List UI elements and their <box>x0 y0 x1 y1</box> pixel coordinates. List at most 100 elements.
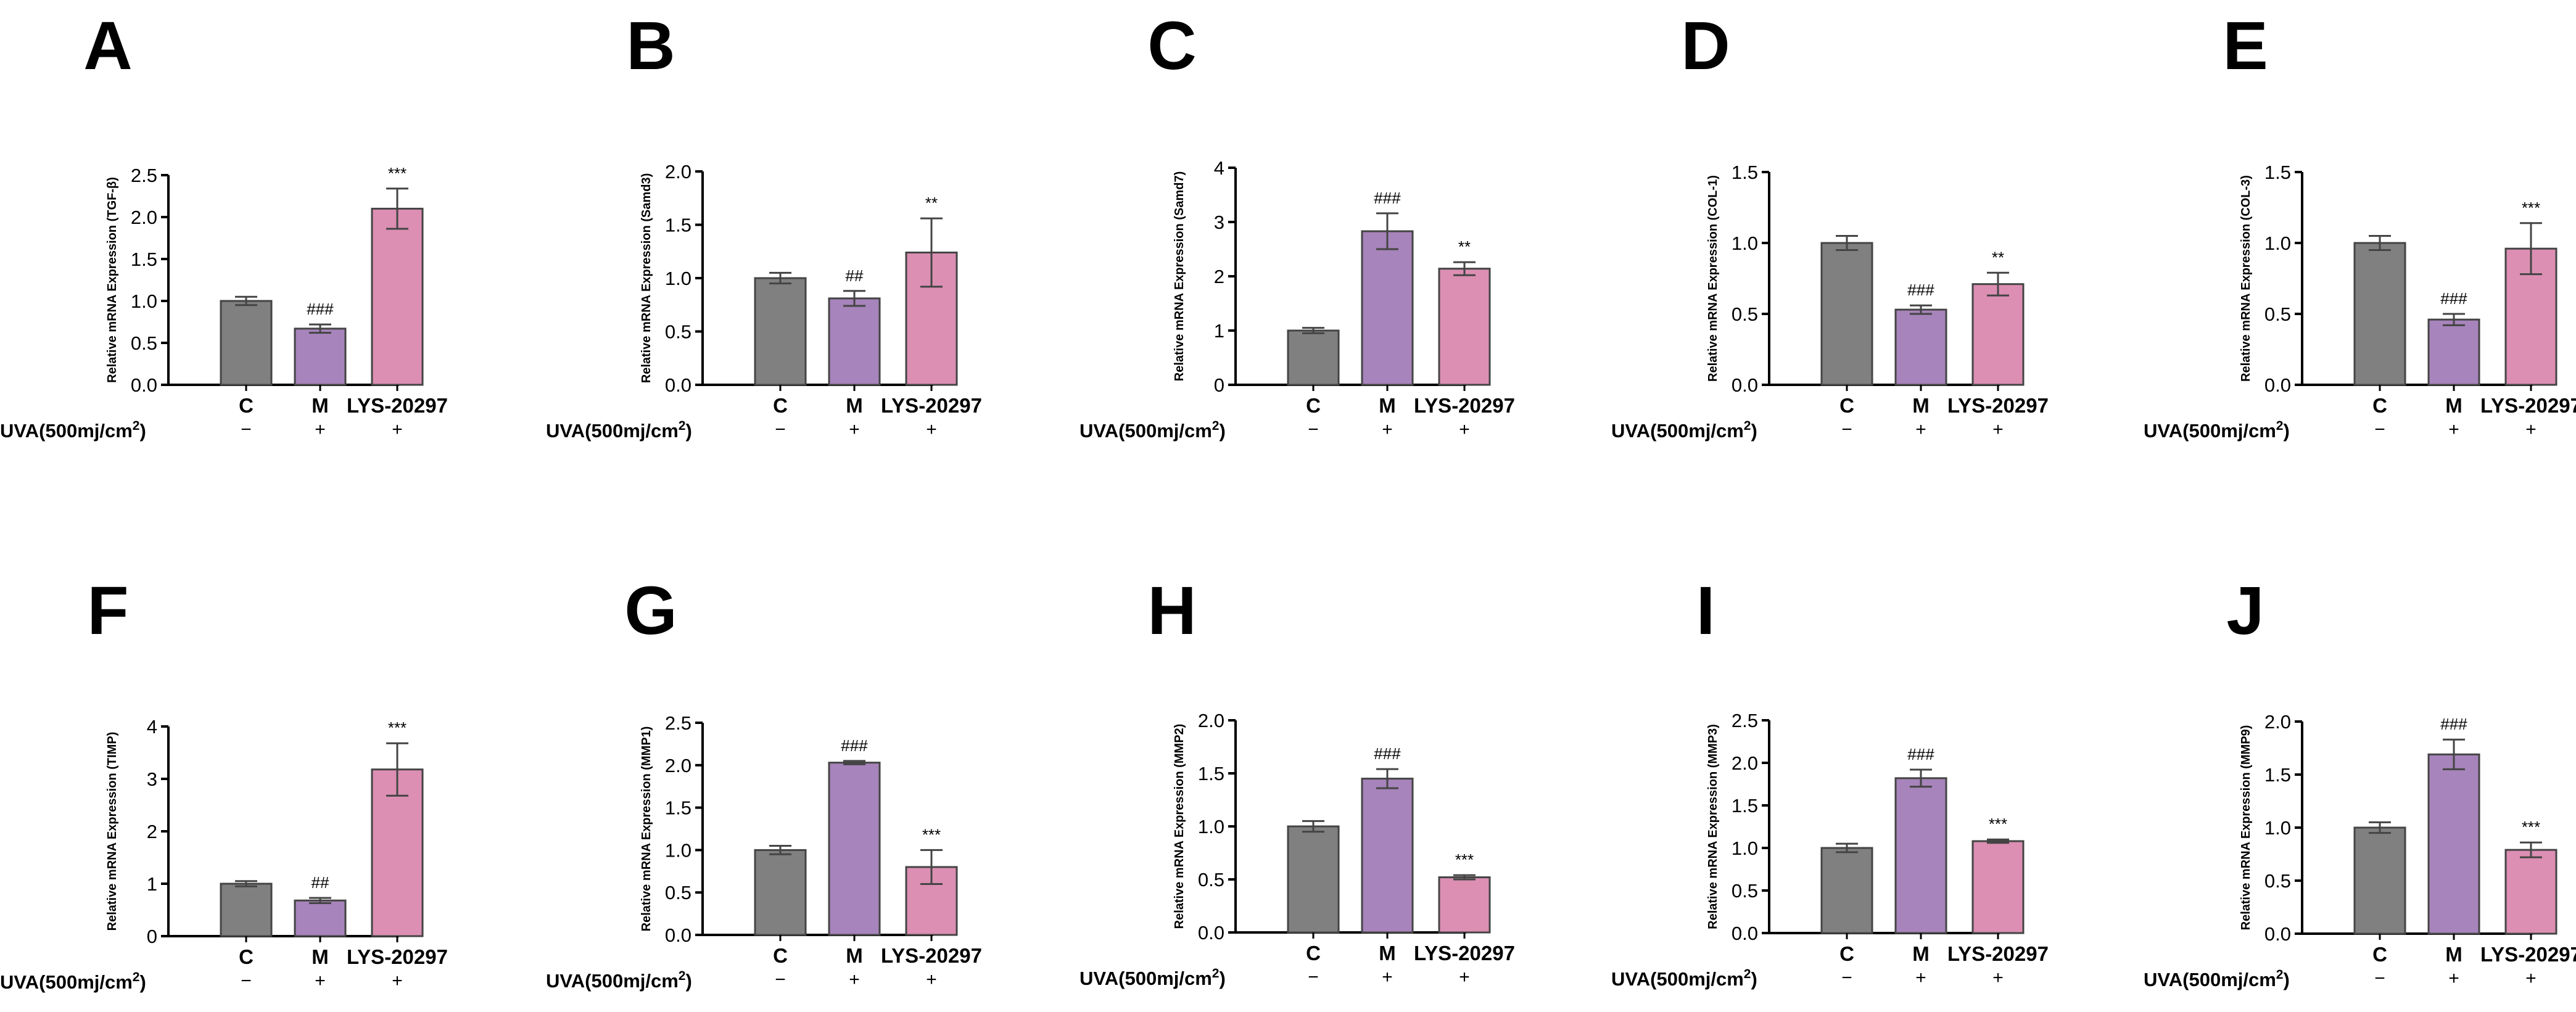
y-tick-label: 0.0 <box>1732 923 1758 944</box>
panel-letter: D <box>1681 8 1730 84</box>
treatment-sign: − <box>775 419 786 440</box>
category-label: C <box>1839 394 1854 417</box>
bar-C <box>754 849 807 936</box>
treatment-sign: + <box>1459 419 1470 440</box>
bar-M <box>294 327 347 386</box>
category-label: M <box>1912 394 1930 417</box>
y-axis-label: Relative mRNA Expression (MMP1) <box>640 726 653 932</box>
category-label: LYS-20297 <box>347 945 448 968</box>
significance-label: ** <box>1458 237 1471 256</box>
bar-C <box>220 300 273 386</box>
bar-LYS-20297 <box>1971 283 2025 386</box>
significance-label: ** <box>925 194 938 212</box>
treatment-sign: + <box>849 419 860 440</box>
panel-letter: A <box>83 8 132 84</box>
panel-H: H 0.0 0.5 1.0 1.5 2.0 Relative mRNA Expression… <box>1080 573 1515 989</box>
y-tick-label: 1.5 <box>1732 795 1758 817</box>
category-label: C <box>773 944 788 967</box>
category-label: M <box>1379 942 1396 965</box>
y-tick-label: 0.5 <box>665 882 691 903</box>
y-tick-label: 1.5 <box>131 249 157 270</box>
category-label: LYS-20297 <box>2480 394 2576 417</box>
y-tick-label: 1.0 <box>2264 232 2291 254</box>
y-tick-label: 3 <box>147 768 157 790</box>
y-tick-label: 1.0 <box>131 290 157 312</box>
y-tick-label: 0.0 <box>2264 923 2291 945</box>
y-tick-label: 0.0 <box>2264 374 2291 396</box>
y-tick-label: 2.5 <box>1732 710 1758 731</box>
panel-letter: I <box>1696 573 1715 649</box>
bar-C <box>1287 329 1340 386</box>
y-tick-label: 1.0 <box>1198 816 1224 837</box>
y-axis-label: Relative mRNA Expression (MMP3) <box>1706 724 1720 929</box>
y-tick-label: 1.5 <box>665 797 691 819</box>
treatment-label: UVA(500mj/cm2) <box>1080 966 1226 989</box>
y-tick-label: 1.5 <box>665 215 691 236</box>
y-tick-label: 0.5 <box>1732 880 1758 902</box>
category-label: LYS-20297 <box>881 944 982 967</box>
bar-C <box>2353 826 2406 935</box>
treatment-sign: + <box>1459 967 1470 987</box>
y-tick-label: 0.0 <box>1198 922 1224 944</box>
treatment-label: UVA(500mj/cm2) <box>0 970 146 993</box>
panel-letter: J <box>2226 573 2264 649</box>
category-label: C <box>1839 942 1854 965</box>
treatment-sign: + <box>2525 968 2537 989</box>
y-tick-label: 2.0 <box>1198 710 1224 731</box>
significance-label: ### <box>307 300 334 318</box>
treatment-sign: − <box>2374 419 2385 440</box>
bar-M <box>828 297 881 386</box>
y-tick-label: 1.0 <box>665 268 691 289</box>
treatment-sign: + <box>315 971 326 991</box>
y-tick-label: 2.0 <box>665 161 691 183</box>
treatment-sign: − <box>1841 968 1852 988</box>
treatment-sign: + <box>2448 968 2459 989</box>
significance-label: ### <box>2440 715 2467 733</box>
treatment-sign: + <box>315 419 326 440</box>
significance-label: *** <box>2522 818 2540 836</box>
category-label: C <box>773 394 788 417</box>
panel-J: J 0.0 0.5 1.0 1.5 2.0 Relative mRNA Expression… <box>2144 573 2576 990</box>
bar-C <box>1820 242 1873 386</box>
category-label: LYS-20297 <box>1414 394 1515 417</box>
y-tick-label: 1.0 <box>1732 837 1758 859</box>
bar-M <box>1894 777 1947 934</box>
category-label: LYS-20297 <box>1947 394 2049 417</box>
significance-label: ### <box>1907 745 1934 763</box>
treatment-sign: − <box>775 969 786 990</box>
y-axis-label: Relative mRNA Expression (MMP9) <box>2239 725 2253 931</box>
category-label: M <box>2445 394 2462 417</box>
treatment-label: UVA(500mj/cm2) <box>1611 419 1757 442</box>
panel-letter: F <box>87 573 128 649</box>
treatment-sign: + <box>849 969 860 990</box>
treatment-sign: + <box>2525 419 2537 440</box>
treatment-label: UVA(500mj/cm2) <box>2144 419 2290 442</box>
y-tick-label: 0.5 <box>131 332 157 354</box>
significance-label: *** <box>1989 815 2007 833</box>
y-tick-label: 1 <box>147 873 157 895</box>
bar-C <box>220 882 273 937</box>
y-tick-label: 2 <box>1214 266 1224 287</box>
y-tick-label: 0.0 <box>131 374 157 396</box>
y-tick-label: 1 <box>1214 320 1224 342</box>
panel-I: I 0.0 0.5 1.0 1.5 2.0 2.5 Relative mRNA Express… <box>1611 573 2049 990</box>
y-axis-label: Relative mRNA Expression (TGF-β) <box>105 177 119 383</box>
treatment-sign: + <box>1992 419 2004 440</box>
bar-M <box>1361 778 1414 934</box>
y-tick-label: 0.5 <box>2264 303 2291 325</box>
treatment-label: UVA(500mj/cm2) <box>1611 967 1757 990</box>
bar-M <box>1894 308 1947 386</box>
y-tick-label: 0 <box>147 926 157 947</box>
bar-LYS-20297 <box>371 768 424 937</box>
y-tick-label: 0.0 <box>1732 374 1758 396</box>
treatment-label: UVA(500mj/cm2) <box>546 969 692 992</box>
y-axis-label: Relative mRNA Expression (Samd7) <box>1173 171 1186 381</box>
treatment-sign: + <box>1915 968 1926 988</box>
y-axis-label: Relative mRNA Expression (COL-3) <box>2239 175 2253 382</box>
category-label: LYS-20297 <box>1414 942 1515 965</box>
category-label: C <box>239 394 254 417</box>
y-tick-label: 2.0 <box>1732 752 1758 774</box>
y-tick-label: 1.0 <box>2264 817 2291 839</box>
bar-LYS-20297 <box>371 207 424 386</box>
